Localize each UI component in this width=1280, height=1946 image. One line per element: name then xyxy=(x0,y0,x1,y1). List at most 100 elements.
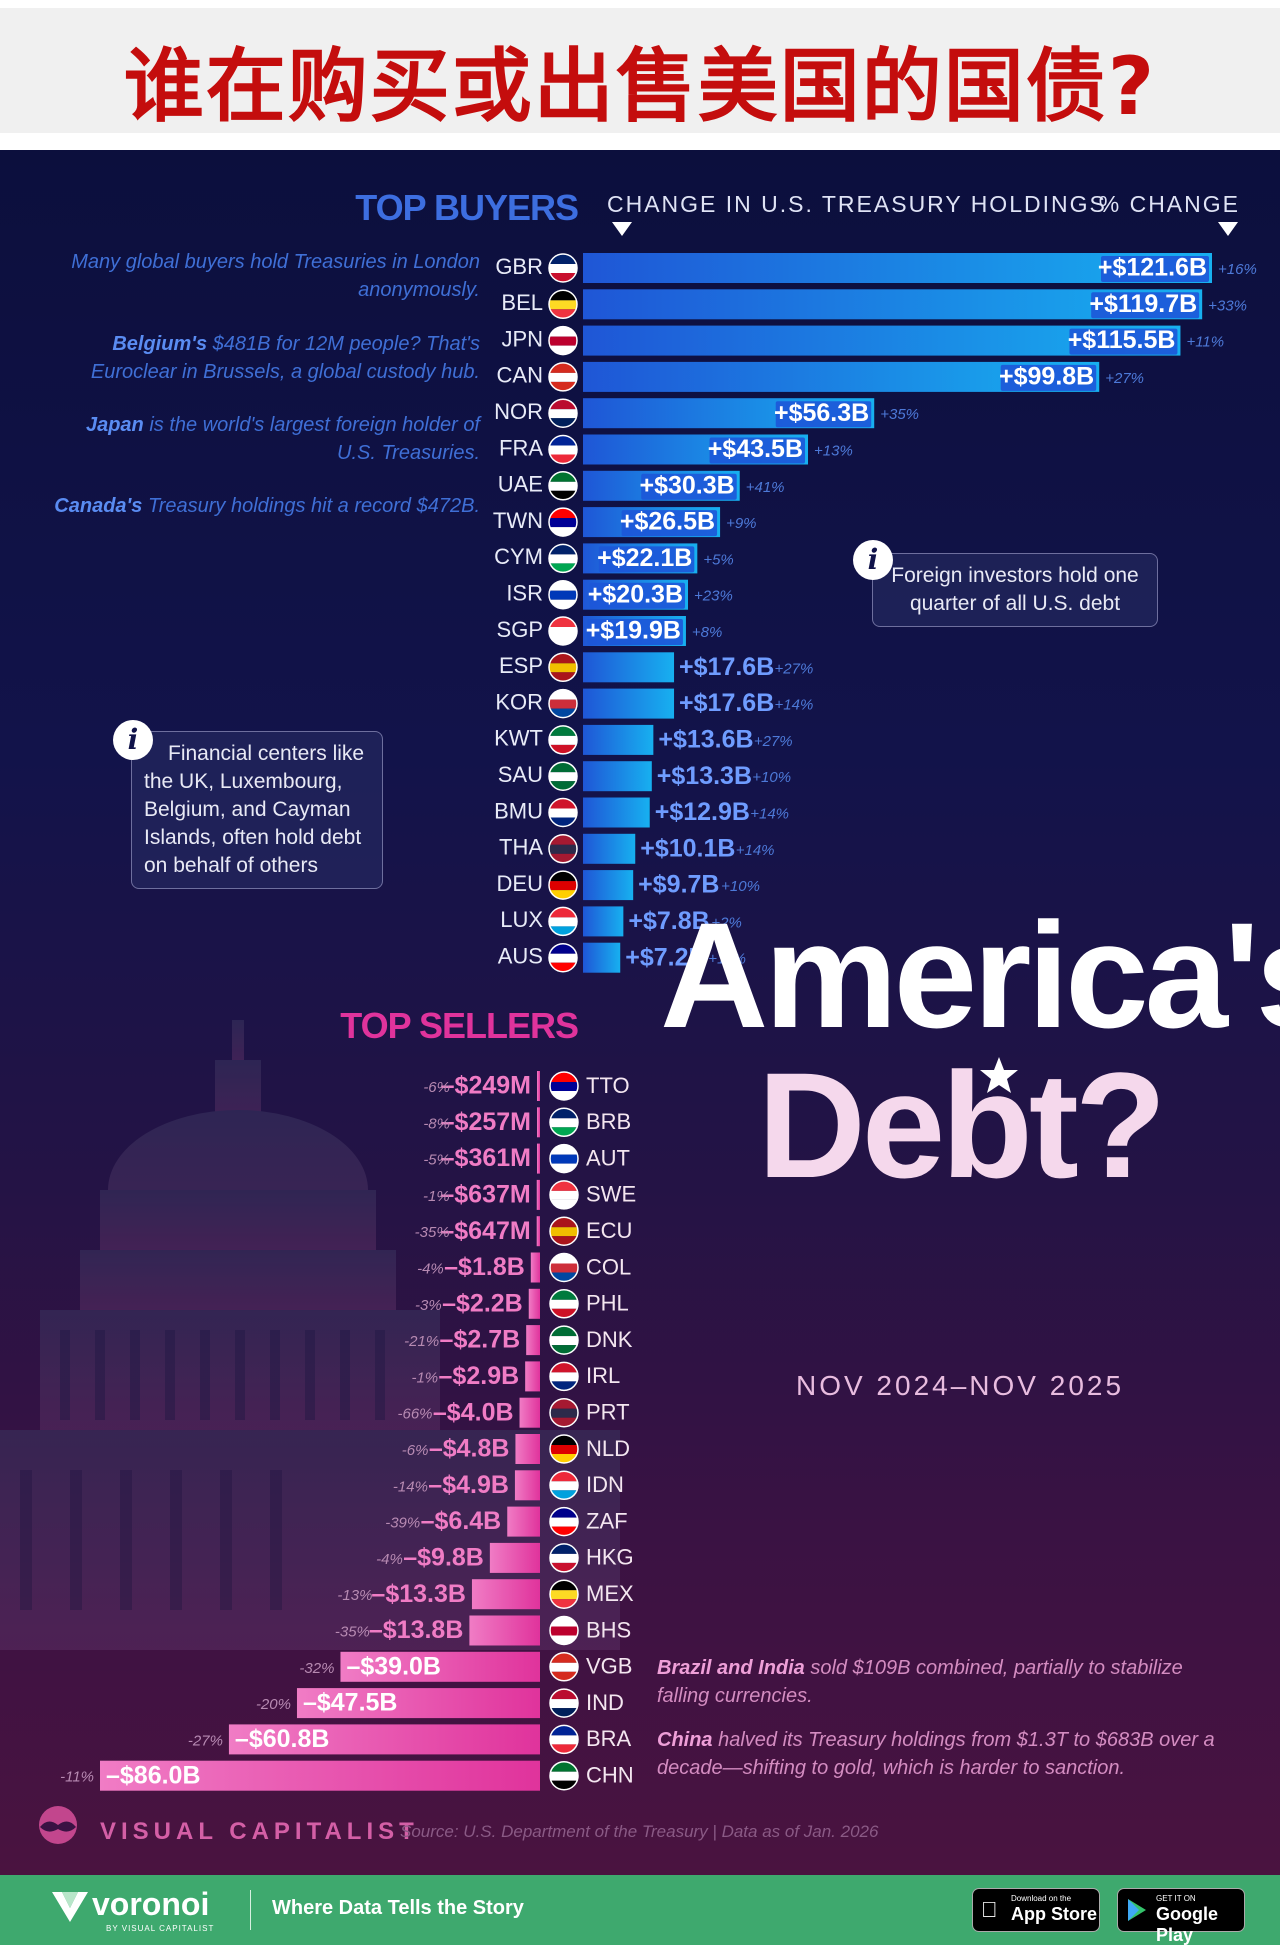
app-store-button[interactable]:  Download on the App Store xyxy=(972,1888,1100,1932)
buyer-value-label-bg xyxy=(621,510,718,537)
seller-row-dnk: DNK –$2.7B-21% xyxy=(404,1325,633,1356)
buyer-value-label: +$20.3B xyxy=(588,580,683,608)
seller-row-col: COL –$1.8B-4% xyxy=(417,1252,631,1283)
annotation-brazil-india: Brazil and India sold $109B combined, pa… xyxy=(657,1654,1217,1710)
buyer-country-label: KOR xyxy=(495,689,543,714)
annotation-brazil-india-bold: Brazil and India xyxy=(657,1657,805,1679)
seller-bar xyxy=(515,1434,540,1464)
annotation-belgium: Belgium's $481B for 12M people? That's E… xyxy=(60,330,480,386)
seller-pct-label: -6% xyxy=(423,1079,450,1096)
seller-country-label: IRL xyxy=(586,1363,620,1388)
buyer-country-label: DEU xyxy=(497,871,543,896)
swe-flag-icon xyxy=(549,1180,579,1210)
seller-value-label: –$4.8B xyxy=(429,1435,510,1463)
seller-pct-label: -4% xyxy=(417,1260,444,1277)
seller-bar xyxy=(536,1216,540,1247)
seller-pct-label: -1% xyxy=(411,1369,438,1386)
seller-row-ecu: ECU –$647M-35% xyxy=(415,1216,632,1247)
info-icon: i xyxy=(853,540,893,580)
buyer-country-label: BEL xyxy=(501,290,543,315)
seller-row-brb: BRB –$257M-8% xyxy=(423,1107,631,1138)
annotation-china-text: halved its Treasury holdings from $1.3T … xyxy=(657,1729,1215,1779)
seller-country-label: ECU xyxy=(586,1218,632,1243)
seller-country-label: PHL xyxy=(586,1291,629,1316)
uae-flag-icon xyxy=(548,471,578,501)
cym-flag-icon xyxy=(548,543,578,574)
seller-pct-label: -35% xyxy=(415,1224,450,1241)
seller-value-label: –$637M xyxy=(440,1181,530,1209)
seller-bar xyxy=(537,1107,540,1138)
seller-country-label: IND xyxy=(586,1690,624,1715)
seller-value-label: –$2.7B xyxy=(440,1326,521,1354)
bmu-flag-icon xyxy=(548,797,578,828)
seller-row-bra: BRA –$60.8B -27% xyxy=(188,1724,632,1755)
buyer-value-label-bg xyxy=(1091,292,1200,319)
capitol-building-illustration xyxy=(0,1020,620,1650)
seller-bar xyxy=(296,1688,540,1719)
buyer-country-label: CAN xyxy=(497,363,543,388)
buyer-bar xyxy=(583,833,636,864)
buyer-pct-label: +10% xyxy=(721,878,760,895)
seller-pct-label: -3% xyxy=(415,1297,442,1314)
seller-value-label: –$13.3B xyxy=(371,1580,466,1608)
seller-country-label: PRT xyxy=(586,1400,630,1425)
seller-pct-label: -4% xyxy=(376,1551,403,1568)
seller-bar xyxy=(471,1579,540,1610)
seller-pct-label: -13% xyxy=(337,1587,372,1604)
seller-bar xyxy=(526,1325,540,1356)
main-title-line1: America's xyxy=(660,891,1280,1059)
seller-value-label: –$249M xyxy=(441,1072,531,1100)
seller-bar xyxy=(100,1760,540,1791)
annotation-london-text: Many global buyers hold Treasuries in Lo… xyxy=(71,251,480,301)
buyer-value-label: +$12.9B xyxy=(655,798,750,826)
seller-country-label: MEX xyxy=(586,1581,634,1606)
seller-bar xyxy=(507,1506,540,1537)
buyer-value-label: +$99.8B xyxy=(999,363,1094,391)
buyer-pct-label: +11% xyxy=(708,951,746,968)
buyer-value-label: +$7.8B xyxy=(628,907,709,935)
buyer-pct-label: +27% xyxy=(1105,370,1144,387)
footer-divider xyxy=(250,1890,251,1930)
arrow-down-icon xyxy=(1218,222,1238,236)
buyer-pct-label: +13% xyxy=(814,442,853,459)
buyer-pct-label: +33% xyxy=(1208,297,1247,314)
buyer-pct-label: +14% xyxy=(775,697,814,714)
sau-flag-icon xyxy=(548,761,578,791)
buyer-value-label: +$115.5B xyxy=(1068,326,1176,354)
buyer-value-label: +$43.5B xyxy=(708,435,803,463)
google-play-button[interactable]: GET IT ON Google Play xyxy=(1117,1888,1245,1945)
seller-country-label: ZAF xyxy=(586,1508,628,1533)
seller-country-label: CHN xyxy=(586,1763,634,1788)
seller-bar xyxy=(530,1252,540,1283)
buyer-value-label: +$30.3B xyxy=(640,471,735,499)
buyer-pct-label: +27% xyxy=(775,660,814,677)
buyer-country-label: LUX xyxy=(500,907,543,932)
annotation-london: Many global buyers hold Treasuries in Lo… xyxy=(60,248,480,304)
irl-flag-icon xyxy=(549,1361,579,1392)
voronoi-logo[interactable]: voronoi xyxy=(92,1886,210,1922)
buyer-value-label-bg xyxy=(589,582,686,609)
info-icon: i xyxy=(113,720,153,760)
play-big-text: Google Play xyxy=(1156,1904,1218,1945)
seller-value-label: –$2.2B xyxy=(442,1289,523,1317)
ecu-flag-icon xyxy=(549,1216,579,1246)
ind-flag-icon xyxy=(549,1688,579,1718)
seller-row-nld: NLD –$4.8B-6% xyxy=(402,1434,630,1464)
seller-bar xyxy=(528,1288,540,1319)
buyer-pct-label: +2% xyxy=(711,914,741,931)
seller-country-label: BHS xyxy=(586,1617,631,1642)
tha-flag-icon xyxy=(548,834,578,864)
nor-flag-icon xyxy=(548,398,578,428)
footer-tagline: Where Data Tells the Story xyxy=(272,1897,524,1919)
seller-country-label: COL xyxy=(586,1254,631,1279)
buyer-country-label: NOR xyxy=(494,399,543,424)
bhs-flag-icon xyxy=(549,1615,579,1646)
jpn-flag-icon xyxy=(548,325,578,356)
seller-value-label: –$6.4B xyxy=(421,1507,502,1535)
seller-bar xyxy=(469,1615,540,1646)
buyer-row-sau: SAU +$13.3B +10% xyxy=(498,761,791,792)
seller-value-label: –$86.0B xyxy=(106,1761,201,1789)
seller-pct-label: -20% xyxy=(256,1696,291,1713)
seller-bar xyxy=(537,1143,540,1174)
